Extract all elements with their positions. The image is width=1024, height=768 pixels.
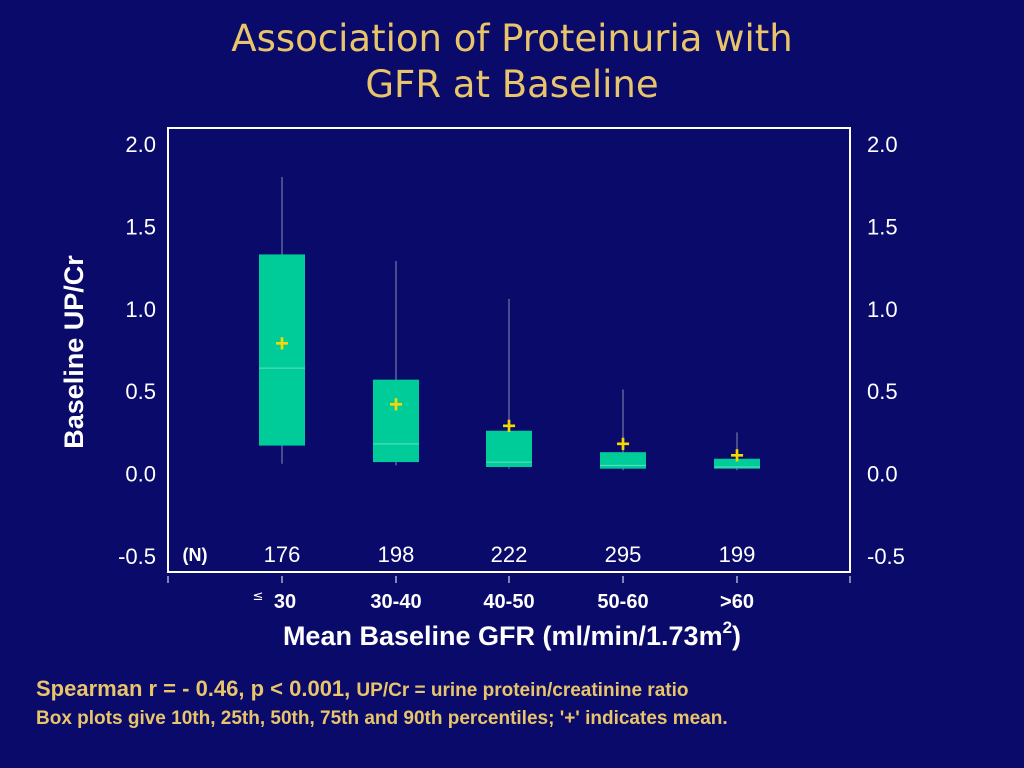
- y-tick-label-left: -0.5: [118, 544, 156, 569]
- title-line-2: GFR at Baseline: [365, 63, 659, 106]
- y-tick-label-right: 2.0: [867, 132, 898, 157]
- abbreviation-text: UP/Cr = urine protein/creatinine ratio: [356, 680, 689, 701]
- mean-marker: +: [730, 442, 744, 469]
- n-count: 295: [605, 542, 642, 567]
- x-tick-label: >60: [720, 591, 754, 613]
- y-tick-label-right: 0.5: [867, 379, 898, 404]
- n-count: 176: [264, 542, 301, 567]
- box-group-1: +: [259, 176, 305, 464]
- x-tick-label: 30-40: [370, 591, 421, 613]
- box: [373, 379, 419, 463]
- boxes: + + + + +: [259, 176, 760, 471]
- mean-marker: +: [616, 431, 630, 458]
- x-axis: ≤30 30-40 40-50 50-60 >60: [167, 576, 851, 613]
- box-group-3: +: [486, 298, 532, 469]
- title-line-1: Association of Proteinuria with: [231, 17, 793, 60]
- y-tick-label-left: 2.0: [125, 132, 156, 157]
- y-tick-label-right: 0.0: [867, 462, 898, 487]
- plot-frame: [167, 127, 851, 573]
- y-tick-label-left: 1.5: [125, 214, 156, 239]
- spearman-text: Spearman r = - 0.46, p < 0.001,: [36, 676, 351, 701]
- y-tick-label-left: 1.0: [125, 297, 156, 322]
- n-count: 198: [378, 542, 415, 567]
- n-labels: (N) 176 198 222 295 199: [183, 542, 756, 567]
- x-tick-label: 30: [274, 591, 296, 613]
- mean-marker: +: [275, 330, 289, 357]
- chart-title: Association of Proteinuria with GFR at B…: [0, 16, 1024, 108]
- x-axis-label: Mean Baseline GFR (ml/min/1.73m2): [0, 618, 1024, 652]
- y-axis-label: Baseline UP/Cr: [59, 255, 89, 449]
- n-count: 199: [719, 542, 756, 567]
- n-label-header: (N): [183, 545, 208, 565]
- box-group-2: +: [373, 261, 419, 466]
- box-group-4: +: [600, 389, 646, 471]
- stats-note: Spearman r = - 0.46, p < 0.001, UP/Cr = …: [36, 676, 688, 702]
- mean-marker: +: [502, 413, 516, 440]
- x-tick-prefix: ≤: [253, 589, 264, 604]
- mean-marker: +: [389, 391, 403, 418]
- x-axis-label-main: Mean Baseline GFR (ml/min/1.73m: [282, 621, 723, 651]
- box: [600, 452, 646, 469]
- x-tick-label: 50-60: [597, 591, 648, 613]
- y-axis-right: 2.0 1.5 1.0 0.5 0.0 -0.5: [867, 132, 905, 569]
- box-group-5: +: [714, 432, 760, 471]
- y-axis-left: 2.0 1.5 1.0 0.5 0.0 -0.5: [118, 132, 156, 569]
- n-count: 222: [491, 542, 528, 567]
- x-axis-label-superscript: 2: [722, 618, 733, 637]
- y-tick-label-left: 0.5: [125, 379, 156, 404]
- y-tick-label-left: 0.0: [125, 462, 156, 487]
- y-tick-label-right: 1.0: [867, 297, 898, 322]
- boxplot-legend-note: Box plots give 10th, 25th, 50th, 75th an…: [36, 708, 728, 729]
- x-tick-label: 40-50: [483, 591, 534, 613]
- box: [259, 254, 305, 446]
- y-tick-label-right: 1.5: [867, 214, 898, 239]
- y-tick-label-right: -0.5: [867, 544, 905, 569]
- x-axis-label-end: ): [732, 621, 742, 651]
- box: [714, 458, 760, 469]
- box: [486, 430, 532, 468]
